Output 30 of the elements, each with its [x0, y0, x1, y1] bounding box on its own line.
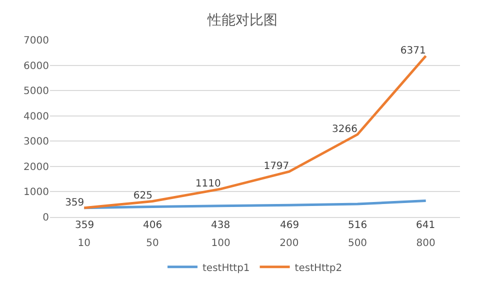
legend-label: testHttp1 [202, 262, 250, 274]
data-label: 1110 [195, 178, 221, 190]
x-tick-label: 50 [146, 238, 159, 249]
chart-title: 性能对比图 [206, 12, 278, 28]
data-label: 359 [65, 197, 84, 208]
y-tick-label: 5000 [24, 86, 49, 98]
data-label: 469 [280, 220, 300, 231]
data-label: 359 [75, 220, 94, 231]
x-tick-label: 200 [280, 238, 299, 249]
data-label: 438 [211, 220, 230, 231]
y-tick-label: 3000 [24, 136, 49, 148]
x-tick-label: 800 [416, 238, 436, 249]
data-label: 625 [133, 190, 152, 202]
data-label: 1797 [264, 161, 290, 172]
data-label: 516 [348, 220, 368, 231]
x-tick-label: 100 [211, 238, 230, 249]
x-tick-label: 10 [78, 238, 91, 249]
y-tick-label: 7000 [24, 36, 49, 46]
y-tick-label: 1000 [24, 187, 49, 198]
y-tick-label: 4000 [24, 111, 49, 122]
y-tick-label: 6000 [24, 60, 49, 72]
line-series [82, 54, 428, 210]
y-tick-label: 0 [42, 212, 49, 224]
y-tick-label: 2000 [24, 162, 49, 173]
data-label: 3266 [332, 124, 358, 135]
x-tick-label: 500 [348, 238, 368, 249]
data-label: 6371 [400, 45, 426, 56]
data-label: 641 [416, 220, 436, 231]
data-label: 406 [143, 220, 162, 231]
legend-label: testHttp2 [294, 262, 342, 274]
